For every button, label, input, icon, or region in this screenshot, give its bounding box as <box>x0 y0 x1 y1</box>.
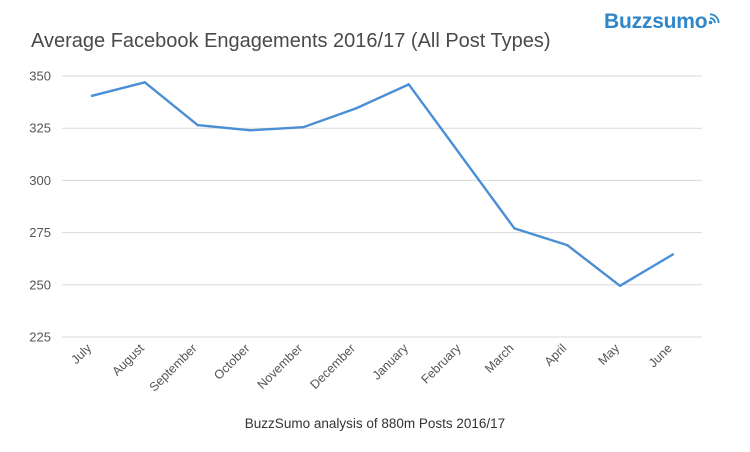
x-tick-label-march: March <box>482 341 516 375</box>
x-tick-label-february: February <box>418 341 464 387</box>
data-point-april <box>566 243 569 247</box>
data-point-december <box>354 107 358 110</box>
data-point-february <box>460 155 463 158</box>
data-point-september <box>196 123 199 127</box>
x-tick-label-june: June <box>646 341 675 370</box>
series-layer <box>90 81 674 288</box>
x-tick-label-december: December <box>307 341 358 392</box>
brand-logo: Buzzsumo <box>604 10 722 34</box>
y-tick-label: 325 <box>29 121 51 136</box>
x-tick-label-january: January <box>370 341 412 383</box>
x-tick-label-october: October <box>211 341 252 382</box>
data-point-july <box>90 94 94 98</box>
y-tick-label: 275 <box>29 225 51 240</box>
chart-title: Average Facebook Engagements 2016/17 (Al… <box>31 30 551 52</box>
data-point-january <box>407 83 410 86</box>
y-tick-label: 350 <box>29 69 51 84</box>
data-point-october <box>249 129 252 132</box>
x-tick-label-july: July <box>68 341 94 367</box>
chart-caption: BuzzSumo analysis of 880m Posts 2016/17 <box>244 416 506 431</box>
x-tick-label-november: November <box>255 341 306 392</box>
y-tick-label: 250 <box>29 277 51 292</box>
x-tick-label-september: September <box>147 341 200 394</box>
gridlines <box>62 75 702 338</box>
data-point-november <box>302 125 305 129</box>
y-axis-ticks: 350 325 300 275 250 225 <box>29 69 51 345</box>
x-tick-label-april: April <box>542 341 570 369</box>
data-point-march <box>513 227 516 230</box>
signal-icon <box>709 13 720 25</box>
data-point-june <box>671 253 674 256</box>
y-tick-label: 225 <box>29 330 51 345</box>
x-tick-label-may: May <box>596 341 623 368</box>
data-point-may <box>618 284 622 288</box>
x-axis-ticks: July August September October November Decemb… <box>68 341 674 395</box>
x-tick-label-august: August <box>109 341 147 379</box>
brand-name: Buzzsumo <box>604 10 708 33</box>
data-point-august <box>143 81 146 84</box>
series-line-0 <box>90 81 674 287</box>
y-tick-label: 300 <box>29 173 51 188</box>
